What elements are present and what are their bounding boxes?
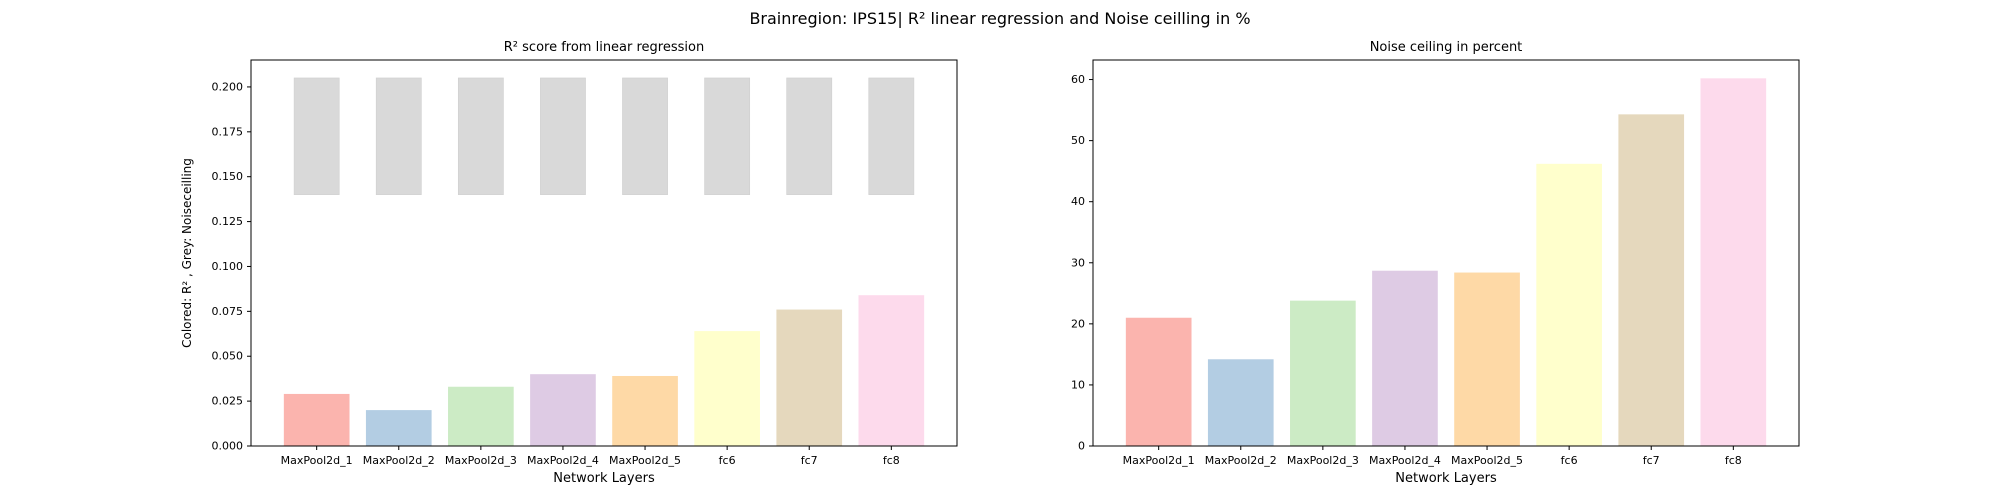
x-tick-label: MaxPool2d_3 <box>1287 454 1359 467</box>
x-axis-label: Network Layers <box>1395 471 1497 486</box>
y-tick-label: 30 <box>1071 256 1085 269</box>
y-tick-label: 60 <box>1071 73 1085 86</box>
bar <box>1454 272 1520 446</box>
x-tick-label: MaxPool2d_4 <box>1369 454 1441 467</box>
y-tick-label: 40 <box>1071 195 1085 208</box>
subplot-title: R² score from linear regression <box>504 40 704 55</box>
x-tick-label: MaxPool2d_1 <box>1123 454 1195 467</box>
y-tick-label: 0.150 <box>212 170 244 183</box>
bar <box>694 331 760 446</box>
x-tick-label: fc8 <box>1725 454 1742 467</box>
noise-ceiling-box <box>375 77 422 195</box>
x-tick-label: MaxPool2d_1 <box>281 454 353 467</box>
x-tick-label: MaxPool2d_3 <box>445 454 517 467</box>
noise-ceiling-box <box>622 77 668 195</box>
y-tick-label: 50 <box>1071 134 1085 147</box>
x-tick-label: MaxPool2d_2 <box>363 454 435 467</box>
y-tick-label: 10 <box>1071 378 1085 391</box>
x-tick-label: MaxPool2d_5 <box>609 454 681 467</box>
bar <box>776 309 843 446</box>
x-tick-label: fc7 <box>1643 454 1660 467</box>
noise-ceiling-box <box>457 77 504 195</box>
y-tick-label: 0.025 <box>212 395 244 408</box>
bar <box>1372 270 1438 446</box>
axes-frame <box>1092 59 1800 447</box>
bar <box>283 393 350 446</box>
y-tick-label: 0.050 <box>212 350 244 363</box>
y-tick-label: 0.125 <box>212 215 244 228</box>
y-axis-label: Colored: R² , Grey: Noiseceilling <box>180 158 194 348</box>
noise-ceiling-box <box>704 77 751 195</box>
bar <box>530 374 596 446</box>
bar <box>1207 359 1274 446</box>
noise-ceiling-box <box>540 77 586 195</box>
y-tick-label: 0 <box>1078 440 1085 453</box>
x-tick-label: fc6 <box>719 454 736 467</box>
y-tick-label: 0.175 <box>212 125 244 138</box>
x-tick-label: fc6 <box>1561 454 1578 467</box>
y-tick-label: 0.200 <box>212 80 244 93</box>
bar <box>1125 317 1192 446</box>
axes-frame <box>250 59 958 447</box>
noise-ceiling-box <box>868 77 915 195</box>
bar <box>1618 114 1685 446</box>
bar <box>365 410 432 446</box>
bar <box>1700 78 1767 446</box>
noise-ceiling-box <box>293 77 340 195</box>
x-tick-label: MaxPool2d_5 <box>1451 454 1523 467</box>
figure-suptitle: Brainregion: IPS15| R² linear regression… <box>749 9 1250 28</box>
bar <box>1290 300 1356 446</box>
bar <box>448 386 514 446</box>
x-tick-label: MaxPool2d_2 <box>1205 454 1277 467</box>
bar <box>1536 163 1602 447</box>
x-axis-label: Network Layers <box>553 471 655 486</box>
x-tick-label: fc8 <box>883 454 900 467</box>
bar <box>858 295 925 446</box>
y-tick-label: 20 <box>1071 317 1085 330</box>
noise-ceiling-box <box>786 77 833 195</box>
subplot-title: Noise ceiling in percent <box>1370 40 1523 55</box>
y-tick-label: 0.000 <box>212 440 244 453</box>
y-tick-label: 0.075 <box>212 305 244 318</box>
y-tick-label: 0.100 <box>212 260 244 273</box>
x-tick-label: fc7 <box>801 454 818 467</box>
bar <box>612 375 678 446</box>
x-tick-label: MaxPool2d_4 <box>527 454 599 467</box>
